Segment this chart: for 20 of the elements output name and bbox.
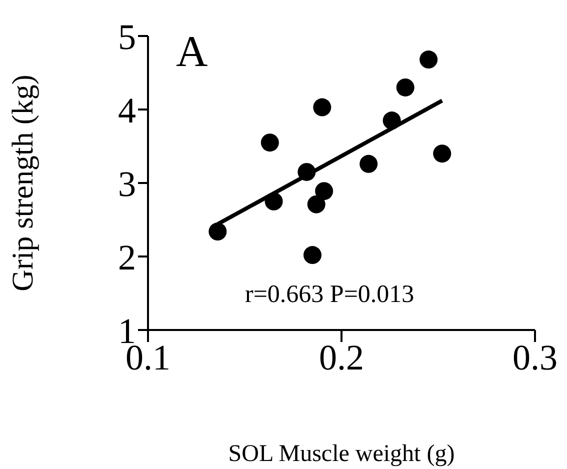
point <box>307 195 326 214</box>
y-tick-label: 3 <box>118 164 136 204</box>
annotation: r=0.663 P=0.013 <box>245 281 414 308</box>
y-tick-label: 4 <box>118 90 136 130</box>
y-axis-title: Grip strength (kg) <box>6 74 40 292</box>
point <box>260 134 279 152</box>
point <box>303 246 322 264</box>
x-tick-label: 0.2 <box>319 338 364 378</box>
point <box>420 50 438 69</box>
point <box>208 222 227 241</box>
y-tick-label: 5 <box>118 16 136 57</box>
point <box>313 98 332 116</box>
annotation: A <box>176 27 208 76</box>
point <box>396 78 414 96</box>
x-axis-title: SOL Muscle weight (g) <box>228 441 455 467</box>
x-tick-label: 0.3 <box>512 338 558 378</box>
y-tick-label: 2 <box>118 237 136 278</box>
point <box>360 154 378 173</box>
point <box>433 144 452 163</box>
point <box>315 182 334 200</box>
